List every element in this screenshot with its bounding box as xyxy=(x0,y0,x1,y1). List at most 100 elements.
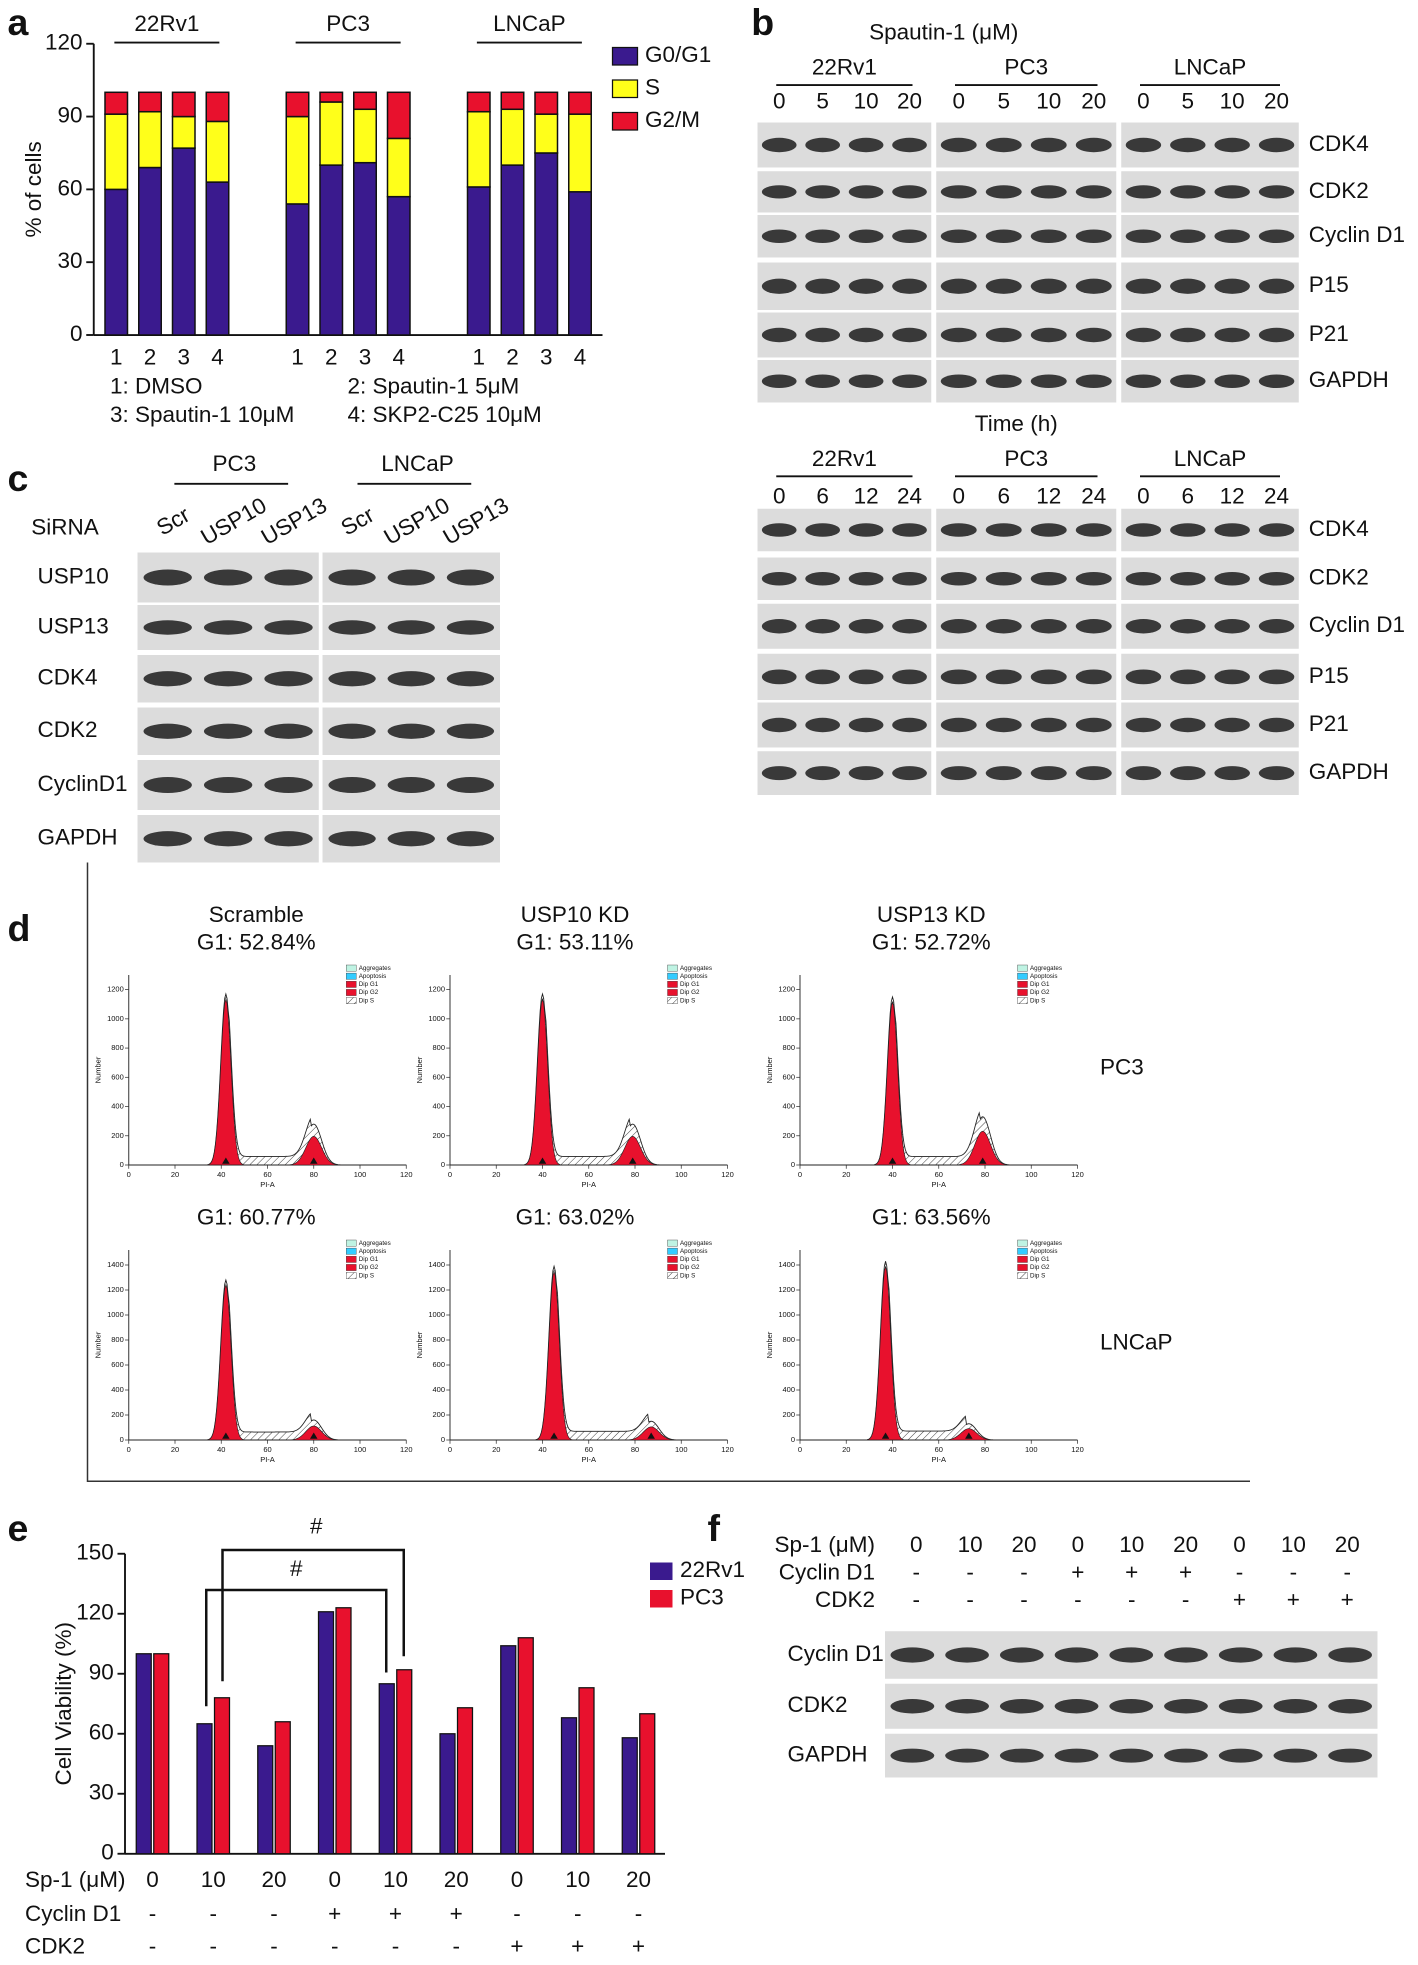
blot-band xyxy=(940,619,977,634)
x-tick-label: 120 xyxy=(400,1445,413,1454)
legend-label: Dip G2 xyxy=(359,1264,379,1271)
cell-line-label: LNCaP xyxy=(1100,1330,1173,1355)
blot-band xyxy=(328,723,376,739)
blot-band xyxy=(848,278,884,294)
blot-band xyxy=(1170,669,1206,685)
blot-band xyxy=(1164,1647,1208,1663)
protein-label: P15 xyxy=(1309,663,1349,688)
y-tick-label: 1200 xyxy=(107,1285,124,1294)
x-tick-label: 2 xyxy=(506,345,519,370)
legend-swatch xyxy=(611,111,639,131)
legend-swatch xyxy=(1017,972,1028,980)
lane-label: - xyxy=(966,1560,974,1585)
blot-band xyxy=(985,327,1022,343)
histogram-s-phase xyxy=(799,995,1078,1166)
y-tick-label: 0 xyxy=(70,321,83,346)
legend-label: Apoptosis xyxy=(1030,973,1057,980)
bar-segment xyxy=(352,161,377,336)
protein-label: Cyclin D1 xyxy=(1309,612,1405,637)
blot-band xyxy=(1030,327,1067,343)
legend-label: Dip G1 xyxy=(680,981,700,988)
peak-marker xyxy=(310,1157,318,1164)
bar-segment xyxy=(386,195,411,336)
blot-band xyxy=(805,571,841,586)
y-tick-label: 1200 xyxy=(428,985,445,994)
legend-label: Dip S xyxy=(1030,997,1045,1004)
blot-band xyxy=(1170,571,1206,586)
x-tick-label: 20 xyxy=(171,1170,179,1179)
y-axis-label: % of cells xyxy=(21,141,46,237)
blot-band xyxy=(1273,1647,1318,1663)
blot-band xyxy=(1030,374,1067,389)
bar-segment xyxy=(319,101,344,166)
peak-marker xyxy=(647,1432,655,1439)
legend-label: Aggregates xyxy=(359,965,391,972)
blot-band xyxy=(1125,571,1162,586)
x-tick-label: 60 xyxy=(263,1445,271,1454)
lane-label: + xyxy=(1287,1587,1300,1612)
condition-value: - xyxy=(392,1933,400,1958)
legend-note: 1: DMSO xyxy=(110,373,203,398)
blot-band xyxy=(761,137,797,153)
blot-band xyxy=(264,671,313,687)
lane-label: 0 xyxy=(773,483,786,508)
blot-band xyxy=(1214,619,1250,634)
x-tick-label: 100 xyxy=(675,1170,688,1179)
legend-swatch xyxy=(650,1590,673,1608)
bar-segment xyxy=(205,91,230,123)
condition-value: + xyxy=(571,1933,584,1958)
blot-band xyxy=(328,620,376,635)
y-tick-label: 600 xyxy=(111,1360,124,1369)
legend-swatch xyxy=(346,989,357,996)
blot-band xyxy=(1075,137,1112,153)
blot-band xyxy=(892,717,927,733)
blot-band xyxy=(1214,717,1250,733)
blot-band xyxy=(1328,1647,1373,1663)
blot-band xyxy=(761,185,797,199)
peak-marker xyxy=(310,1432,318,1439)
y-tick-label: 30 xyxy=(89,1780,114,1805)
legend-swatch xyxy=(667,972,678,980)
x-tick-label: 40 xyxy=(217,1170,225,1179)
y-tick-label: 200 xyxy=(432,1131,445,1140)
bar xyxy=(456,1707,474,1855)
bar-segment xyxy=(319,91,344,103)
peak-marker xyxy=(628,1157,637,1164)
blot-band xyxy=(1125,523,1162,537)
condition-value: - xyxy=(210,1933,218,1958)
bar-segment xyxy=(205,181,230,336)
bar-segment xyxy=(567,91,592,115)
y-tick-label: 600 xyxy=(782,1360,795,1369)
blot-band xyxy=(1030,185,1067,199)
protein-label: USP10 xyxy=(38,563,109,588)
blot-band xyxy=(1030,619,1067,634)
x-tick-label: 40 xyxy=(888,1170,896,1179)
legend-label: Aggregates xyxy=(1030,965,1062,972)
panel-letter: e xyxy=(8,1507,29,1549)
blot-band xyxy=(203,569,253,586)
bar xyxy=(439,1733,456,1855)
blot-band xyxy=(1214,669,1250,685)
legend-swatch xyxy=(1017,989,1028,996)
y-tick-label: 800 xyxy=(782,1043,795,1052)
blot-band xyxy=(203,671,253,687)
blot-band xyxy=(1170,185,1206,199)
blot-band xyxy=(1030,523,1067,537)
x-tick-label: 20 xyxy=(626,1867,651,1892)
blot-band xyxy=(1109,1699,1154,1714)
row-label: Cyclin D1 xyxy=(779,1560,875,1585)
x-tick-label: 120 xyxy=(1071,1445,1084,1454)
protein-label: Cyclin D1 xyxy=(1309,222,1405,247)
lane-label: 12 xyxy=(1036,483,1061,508)
bar-segment xyxy=(386,137,411,198)
lane-label: Scr xyxy=(337,502,379,541)
lane-label: + xyxy=(1125,1560,1138,1585)
blot-band xyxy=(1214,327,1250,343)
blot-band xyxy=(1214,571,1250,586)
x-tick-label: 60 xyxy=(585,1170,593,1179)
blot-band xyxy=(999,1647,1044,1663)
x-tick-label: 1 xyxy=(110,345,123,370)
blot-band xyxy=(1214,137,1250,153)
panel-letter: b xyxy=(751,1,774,43)
blot-band xyxy=(805,717,841,733)
